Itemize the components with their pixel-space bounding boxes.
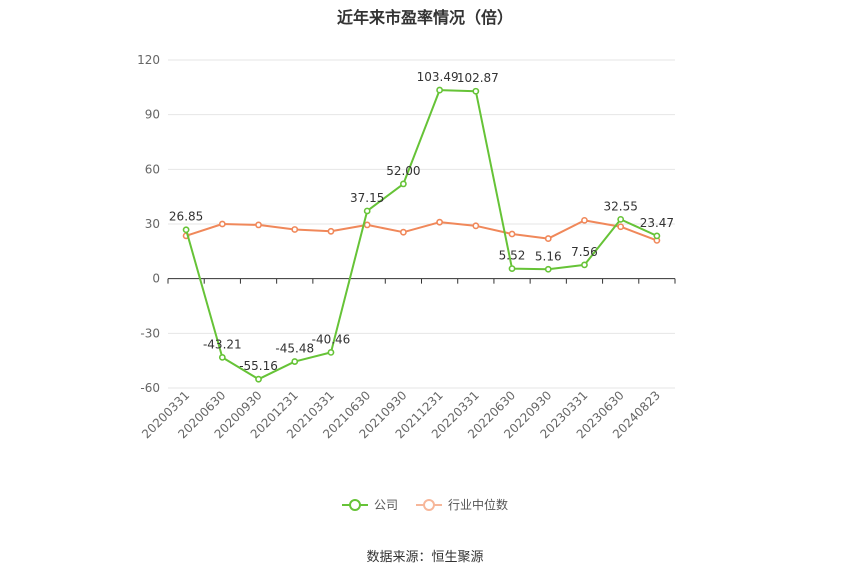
chart-title: 近年来市盈率情况（倍） xyxy=(336,8,513,27)
data-point-company xyxy=(581,261,588,269)
data-point-industry-median xyxy=(218,220,226,228)
data-label-company: 23.47 xyxy=(640,216,674,230)
data-label-company: 5.16 xyxy=(535,249,562,263)
data-label-company: -45.48 xyxy=(275,342,314,356)
data-point-company xyxy=(255,375,262,383)
data-label-company: -55.16 xyxy=(239,359,278,373)
data-label-company: -43.21 xyxy=(203,337,242,351)
data-point-company xyxy=(653,232,661,240)
data-label-company: 102.87 xyxy=(457,71,499,85)
data-point-company xyxy=(617,215,625,223)
data-point-company xyxy=(472,87,480,95)
data-point-industry-median xyxy=(472,222,480,230)
series-line-industry-median xyxy=(185,219,658,242)
data-point-industry-median xyxy=(363,221,371,229)
data-point-company xyxy=(436,86,444,94)
legend-marker-industry-icon xyxy=(416,498,442,511)
series xyxy=(182,86,661,383)
data-label-company: 32.55 xyxy=(603,199,637,213)
y-tick-label: 120 xyxy=(137,53,160,67)
y-tick-label: -30 xyxy=(140,326,160,340)
data-point-company xyxy=(291,358,299,365)
data-point-company xyxy=(363,207,371,215)
y-tick-label: 90 xyxy=(145,108,160,122)
data-label-company: 7.56 xyxy=(571,245,598,259)
data-point-industry-median xyxy=(291,226,299,233)
data-point-company xyxy=(544,265,552,273)
y-tick-label: -60 xyxy=(140,381,160,395)
data-label-company: 103.49 xyxy=(417,70,459,84)
data-point-company xyxy=(327,348,335,356)
data-point-industry-median xyxy=(508,230,516,238)
data-point-industry-median xyxy=(327,227,335,235)
legend-label-company: 公司 xyxy=(373,498,398,512)
y-tick-label: 60 xyxy=(145,162,160,176)
data-point-industry-median xyxy=(399,228,407,236)
y-tick-label: 0 xyxy=(152,272,160,286)
data-point-industry-median xyxy=(581,216,588,224)
data-label-company: 37.15 xyxy=(350,191,384,205)
data-point-company xyxy=(182,226,190,234)
data-source: 数据来源：恒生聚源 xyxy=(366,550,484,565)
series-line-company xyxy=(185,89,658,381)
data-point-industry-median xyxy=(255,221,262,229)
data-label-company: -40.46 xyxy=(312,332,351,346)
legend-item-company[interactable]: 公司 xyxy=(341,496,398,513)
data-label-company: 5.52 xyxy=(499,249,526,263)
legend: 公司 行业中位数 xyxy=(0,496,850,513)
data-point-industry-median xyxy=(436,218,444,226)
data-label-company: 52.00 xyxy=(386,164,420,178)
grid-lines xyxy=(168,59,675,389)
data-point-industry-median xyxy=(544,235,552,242)
data-point-industry-median xyxy=(617,223,625,231)
data-point-company xyxy=(399,180,407,188)
legend-marker-company-icon xyxy=(341,498,368,511)
legend-label-industry-median: 行业中位数 xyxy=(448,498,509,512)
y-tick-label: 30 xyxy=(145,217,160,231)
data-point-company xyxy=(508,265,516,273)
data-point-company xyxy=(218,354,226,361)
legend-item-industry-median[interactable]: 行业中位数 xyxy=(416,496,508,513)
data-label-company: 26.85 xyxy=(169,210,203,224)
